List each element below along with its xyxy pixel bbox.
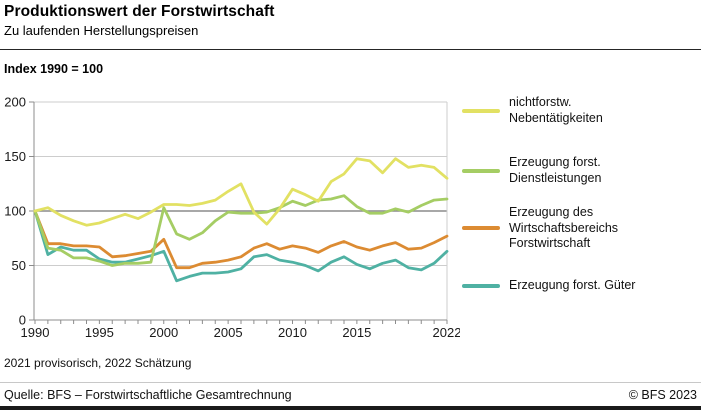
- y-axis-label-0: 0: [19, 313, 26, 328]
- series-line-erzeugung-forst-gueter: [33, 209, 449, 283]
- bottom-border-bar: [0, 406, 701, 410]
- x-axis-label-1995: 1995: [85, 325, 114, 340]
- footer-divider: [0, 382, 701, 383]
- legend-item-nichtforstw-nebentaetigkeiten: nichtforstw. Nebentätigkeiten: [462, 95, 603, 126]
- y-axis-label-200: 200: [4, 95, 26, 110]
- chart-footnote: 2021 provisorisch, 2022 Schätzung: [4, 356, 192, 370]
- page-subtitle: Zu laufenden Herstellungspreisen: [4, 23, 199, 38]
- x-axis-label-2000: 2000: [149, 325, 178, 340]
- legend-item-erzeugung-wirtschaftsbereich-forstwirtschaft: Erzeugung des Wirtschaftsbereichs Forstwir…: [462, 205, 618, 252]
- legend-swatch-erzeugung-forst-dienstleistungen: [462, 168, 500, 173]
- legend-swatch-nichtforstw-nebentaetigkeiten: [462, 108, 500, 113]
- header-divider: [0, 49, 701, 50]
- legend-swatch-erzeugung-wirtschaftsbereich-forstwirtschaft: [462, 226, 500, 231]
- series-line-nichtforstw-nebentaetigkeiten: [33, 157, 449, 227]
- copyright-label: © BFS 2023: [628, 388, 697, 402]
- x-axis-label-2010: 2010: [278, 325, 307, 340]
- series-line-erzeugung-forst-dienstleistungen: [33, 194, 449, 267]
- legend-item-erzeugung-forst-gueter: Erzeugung forst. Güter: [462, 278, 635, 294]
- series-line-erzeugung-wirtschaftsbereich-forstwirtschaft: [33, 209, 449, 270]
- legend-label-erzeugung-forst-gueter: Erzeugung forst. Güter: [509, 278, 636, 292]
- index-base-label: Index 1990 = 100: [4, 62, 104, 76]
- legend-label-nichtforstw-nebentaetigkeiten: nichtforstw. Nebentätigkeiten: [509, 95, 603, 125]
- legend-label-erzeugung-wirtschaftsbereich-forstwirtschaft: Erzeugung des Wirtschaftsbereichs Forstwir…: [509, 205, 619, 250]
- y-axis-label-100: 100: [4, 204, 26, 219]
- y-axis-label-50: 50: [12, 258, 26, 273]
- x-axis-label-2005: 2005: [214, 325, 243, 340]
- page-title: Produktionswert der Forstwirtschaft: [4, 3, 275, 20]
- chart-legend: nichtforstw. Nebentätigkeiten Erzeugung fo…: [462, 0, 701, 340]
- legend-label-erzeugung-forst-dienstleistungen: Erzeugung forst. Dienstleistungen: [509, 155, 602, 185]
- legend-item-erzeugung-forst-dienstleistungen: Erzeugung forst. Dienstleistungen: [462, 155, 601, 186]
- x-axis-label-1990: 1990: [21, 325, 50, 340]
- production-value-line-chart: 0 50 100 150 200 1990 1995 2000 2005 2010 2015 2022: [4, 95, 460, 341]
- x-axis-label-2015: 2015: [342, 325, 371, 340]
- x-axis-label-2022: 2022: [433, 325, 460, 340]
- y-axis-label-150: 150: [4, 149, 26, 164]
- source-label: Quelle: BFS – Forstwirtschaftliche Gesam…: [4, 388, 292, 402]
- legend-swatch-erzeugung-forst-gueter: [462, 283, 500, 288]
